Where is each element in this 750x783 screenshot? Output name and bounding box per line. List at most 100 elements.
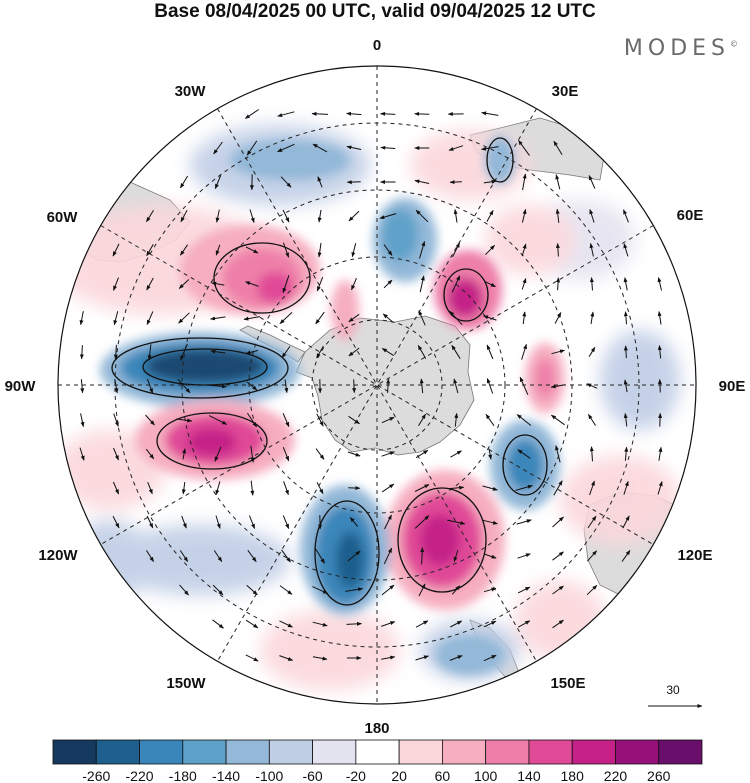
wind-vector-arrow	[146, 515, 154, 529]
lon-label-120w: 120W	[38, 547, 78, 564]
colorbar-tick-label: -180	[169, 768, 197, 783]
wind-vector-arrow	[623, 243, 629, 257]
wind-vector-arrow	[519, 376, 529, 396]
wind-vector-arrow	[587, 413, 597, 426]
wind-vector-arrow	[383, 547, 393, 565]
wind-vector-arrow	[179, 175, 189, 189]
wind-vector-arrow	[348, 210, 360, 222]
wind-vector-arrow	[215, 244, 221, 256]
wind-vector-arrow	[415, 449, 429, 459]
wind-vector-arrow	[623, 379, 628, 393]
wind-vector-arrow	[179, 550, 189, 563]
copyright-mark: ©	[730, 39, 738, 49]
wind-vector-arrow	[386, 378, 391, 393]
wind-vector-arrow	[213, 141, 223, 155]
wind-vector-arrow	[348, 313, 360, 323]
wind-vector-arrow	[521, 243, 527, 257]
colorbar-tick-label: 180	[561, 768, 585, 783]
wind-vector-arrow	[243, 316, 261, 321]
wind-vector-arrow	[483, 620, 497, 628]
wind-vector-arrow	[419, 241, 426, 259]
wind-vector-arrow	[346, 145, 362, 150]
wind-vector-arrow	[515, 484, 533, 491]
wind-vector-arrow	[214, 175, 222, 190]
lon-label-30e: 30E	[552, 83, 579, 100]
colorbar-tick-label: -140	[212, 768, 240, 783]
wind-vector-arrow	[177, 378, 191, 394]
wind-vector-arrow	[381, 416, 395, 424]
wind-vector-arrow	[516, 519, 532, 525]
lon-label-90e: 90E	[719, 378, 746, 395]
wind-vector-arrow	[482, 485, 498, 491]
wind-vector-arrow	[112, 243, 120, 257]
wind-vector-arrow	[418, 310, 426, 326]
wind-vector-arrow	[451, 585, 461, 595]
wind-vector-arrow	[587, 515, 597, 529]
wind-vector-arrow	[347, 451, 361, 457]
wind-vector-arrow	[381, 655, 396, 660]
colorbar-swatch	[139, 739, 184, 765]
wind-vector-arrow	[211, 281, 225, 286]
wind-vector-arrow	[181, 482, 186, 495]
wind-vector-arrow	[483, 315, 497, 321]
brand-logo: MODES©	[624, 36, 738, 61]
wind-vector-arrow	[213, 550, 223, 563]
wind-vector-arrow	[518, 139, 530, 156]
wind-vector-arrow	[279, 312, 293, 324]
wind-vector-arrow	[180, 343, 188, 361]
wind-vector-arrow	[178, 279, 190, 289]
wind-vector-arrow	[146, 378, 154, 394]
wind-vector-arrow	[348, 347, 360, 357]
wind-vector-arrow	[381, 451, 395, 457]
wind-vector-arrow	[279, 655, 294, 661]
map-title: Base 08/04/2025 00 UTC, valid 09/04/2025…	[154, 1, 596, 22]
colorbar-swatch	[182, 739, 227, 765]
wind-vector-arrow	[281, 346, 291, 359]
wind-vector-arrow	[452, 242, 460, 258]
colorbar-swatch	[225, 739, 270, 765]
wind-vector-arrow	[351, 278, 357, 291]
longitude-labels: 0 30E 60E 90E 120E 150E 180 150W 120W 90…	[5, 37, 746, 737]
positive-anomaly-80e-core	[535, 358, 555, 398]
colorbar-swatch	[398, 739, 443, 765]
wind-vector-arrow	[383, 244, 393, 256]
wind-vector-arrow	[79, 345, 84, 360]
wind-vector-arrow	[589, 480, 595, 496]
colorbar-swatch	[441, 739, 487, 765]
weak-negative-area	[600, 330, 680, 430]
wind-vector-arrow	[208, 415, 228, 425]
colorbar-swatch	[52, 739, 97, 765]
wind-vector-arrow	[555, 174, 561, 190]
wind-vector-arrow	[245, 654, 259, 662]
wind-vector-arrow	[623, 311, 628, 325]
wind-vector-arrow	[448, 485, 465, 490]
wind-vector-arrow	[453, 378, 459, 394]
wind-vector-arrow	[586, 584, 598, 596]
wind-vector-arrow	[348, 415, 360, 425]
positive-anomaly-45e-core	[447, 278, 483, 318]
wind-vector-arrow	[249, 209, 255, 223]
wind-vector-arrow	[215, 209, 220, 223]
wind-vector-arrow	[384, 514, 392, 530]
wind-vector-arrow	[517, 620, 531, 628]
wind-vectors	[79, 109, 663, 662]
lon-label-90w: 90W	[5, 378, 37, 395]
wind-vector-arrow	[282, 515, 290, 530]
wind-vector-arrow	[284, 379, 289, 394]
weak-negative-area	[110, 525, 290, 595]
wind-vector-arrow	[80, 413, 85, 428]
wind-vector-arrow	[522, 173, 527, 191]
wind-vector-arrow	[246, 381, 258, 391]
wind-vector-arrow	[79, 311, 84, 326]
wind-vector-arrow	[282, 413, 290, 428]
wind-vector-arrow	[113, 277, 119, 291]
wind-vector-arrow	[521, 343, 527, 360]
wind-vector-arrow	[279, 585, 293, 595]
wind-vector-arrow	[245, 281, 259, 287]
colorbar-swatch	[268, 739, 314, 765]
wind-vector-arrow	[214, 446, 222, 462]
wind-vector-arrow	[415, 620, 429, 628]
antarctica-continent	[295, 315, 475, 456]
wind-vector-arrow	[414, 179, 430, 184]
